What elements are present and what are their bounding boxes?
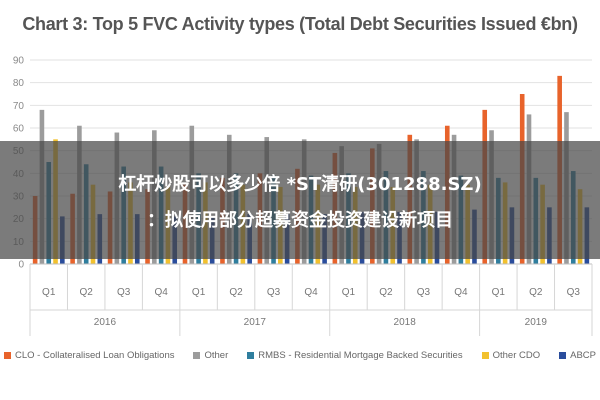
legend-item: Other [193, 350, 228, 361]
x-tick-label: Q1 [192, 287, 206, 298]
x-tick-label: Q1 [42, 287, 56, 298]
y-tick-label: 60 [13, 124, 25, 135]
legend-swatch [247, 352, 255, 359]
legend-item: CLO - Collateralised Loan Obligations [4, 350, 174, 361]
chart-legend: CLO - Collateralised Loan Obligations Oth… [4, 350, 596, 361]
x-tick-label: Q4 [454, 287, 468, 298]
year-label: 2018 [394, 317, 417, 328]
overlay-headline-line-1: 杠杆炒股可以多少倍 *ST清研(301288.SZ) [118, 174, 482, 195]
x-tick-label: Q2 [229, 287, 243, 298]
x-tick-label: Q3 [267, 287, 281, 298]
legend-swatch [4, 352, 11, 359]
x-tick-label: Q2 [80, 287, 94, 298]
overlay-headline-line-2: ：拟使用部分超募资金投资建设新项目 [147, 210, 453, 231]
x-tick-label: Q4 [154, 287, 168, 298]
x-tick-label: Q3 [417, 287, 431, 298]
x-tick-label: Q2 [529, 287, 543, 298]
legend-swatch [481, 352, 489, 359]
y-tick-label: 80 [13, 78, 25, 89]
x-tick-label: Q1 [342, 287, 356, 298]
legend-item: ABCP [559, 350, 596, 361]
x-tick-label: Q2 [379, 287, 393, 298]
legend-label: Other CDO [492, 350, 541, 361]
x-tick-label: Q3 [567, 287, 581, 298]
legend-swatch [559, 352, 567, 359]
legend-swatch [193, 352, 201, 359]
y-tick-label: 0 [18, 260, 24, 271]
overlay-banner [0, 141, 600, 259]
y-tick-label: 70 [13, 101, 25, 112]
legend-item: Other CDO [481, 350, 541, 361]
year-label: 2017 [244, 317, 267, 328]
x-tick-label: Q1 [492, 287, 506, 298]
legend-label: Other [204, 350, 229, 361]
legend-label: CLO - Collateralised Loan Obligations [15, 350, 175, 361]
year-label: 2016 [94, 317, 117, 328]
year-label: 2019 [525, 317, 548, 328]
y-tick-label: 90 [13, 56, 25, 67]
chart-title: Chart 3: Top 5 FVC Activity types (Total… [22, 14, 578, 34]
legend-label: ABCP [570, 350, 596, 361]
x-tick-label: Q4 [304, 287, 318, 298]
x-tick-label: Q3 [117, 287, 131, 298]
legend-label: RMBS - Residential Mortgage Backed Secur… [258, 350, 463, 361]
legend-item: RMBS - Residential Mortgage Backed Secur… [247, 350, 463, 361]
